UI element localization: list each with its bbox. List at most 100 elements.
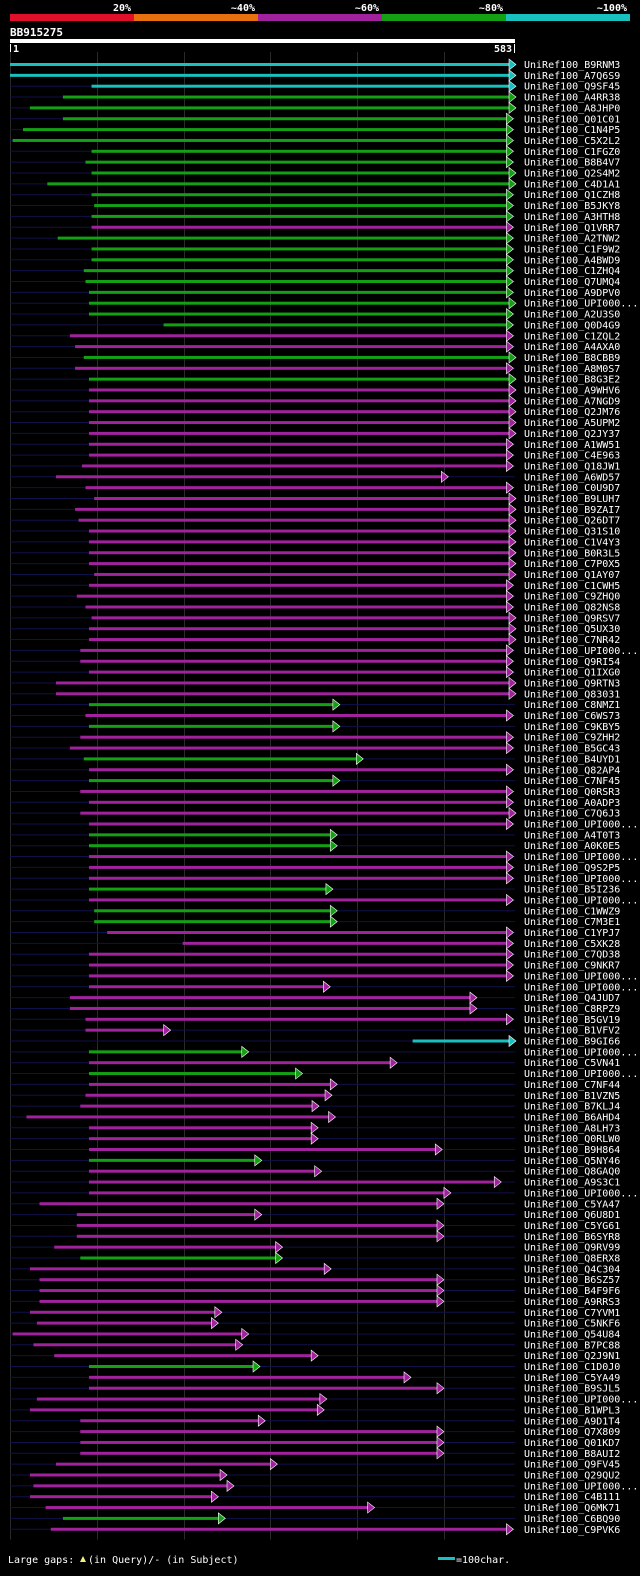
hit-bar[interactable] <box>82 464 509 468</box>
hit-row[interactable]: UniRef100_Q82NS8 <box>10 600 620 614</box>
hit-label[interactable]: UniRef100_Q82NS8 <box>524 603 620 614</box>
hit-row[interactable]: UniRef100_A1WW51 <box>10 438 620 451</box>
hit-bar[interactable] <box>76 1234 439 1238</box>
hit-row[interactable]: UniRef100_C8NMZ1 <box>10 698 620 711</box>
hit-label[interactable]: UniRef100_B6SZ57 <box>524 1275 620 1286</box>
hit-label[interactable]: UniRef100_C7YVM1 <box>524 1308 620 1319</box>
hit-bar[interactable] <box>62 1516 221 1520</box>
hit-row[interactable]: UniRef100_C7QD38 <box>10 948 620 961</box>
hit-row[interactable]: UniRef100_Q4JUD7 <box>10 991 620 1004</box>
hit-bar[interactable] <box>85 605 509 609</box>
hit-row[interactable]: UniRef100_A4AXA0 <box>10 340 620 353</box>
hit-row[interactable]: UniRef100_UPI000... <box>10 1392 638 1406</box>
hit-bar[interactable] <box>88 855 509 859</box>
hit-row[interactable]: UniRef100_B8CBB9 <box>10 351 620 364</box>
hit-label[interactable]: UniRef100_A2TNW2 <box>524 234 620 245</box>
hit-bar[interactable] <box>36 1321 214 1325</box>
hit-bar[interactable] <box>80 1256 278 1260</box>
hit-label[interactable]: UniRef100_C7QD38 <box>524 950 620 961</box>
hit-label[interactable]: UniRef100_B5GV19 <box>524 1015 620 1026</box>
hit-label[interactable]: UniRef100_C1YPJ7 <box>524 928 620 939</box>
hit-bar[interactable] <box>85 1017 509 1021</box>
hit-bar[interactable] <box>88 768 509 772</box>
hit-row[interactable]: UniRef100_UPI000... <box>10 1186 638 1199</box>
hit-row[interactable]: UniRef100_UPI000... <box>10 1479 638 1492</box>
hit-bar[interactable] <box>36 1397 322 1401</box>
hit-label[interactable]: UniRef100_C7NR42 <box>524 635 620 646</box>
hit-bar[interactable] <box>80 1451 439 1455</box>
hit-row[interactable]: UniRef100_C5YG61 <box>10 1219 620 1232</box>
hit-bar[interactable] <box>88 865 509 869</box>
hit-row[interactable]: UniRef100_B9SJL5 <box>10 1382 620 1395</box>
hit-row[interactable]: UniRef100_Q01C01 <box>10 112 620 125</box>
hit-row[interactable]: UniRef100_B6SYR8 <box>10 1230 620 1243</box>
hit-label[interactable]: UniRef100_Q0RLW0 <box>524 1134 620 1145</box>
hit-bar[interactable] <box>88 301 511 305</box>
hit-row[interactable]: UniRef100_Q8ERX8 <box>10 1251 620 1265</box>
hit-label[interactable]: UniRef100_Q2S4M2 <box>524 169 620 180</box>
hit-row[interactable]: UniRef100_Q82AP4 <box>10 763 620 776</box>
hit-row[interactable]: UniRef100_B9RNM3 <box>10 58 620 71</box>
hit-label[interactable]: UniRef100_A6WD57 <box>524 472 620 483</box>
hit-label[interactable]: UniRef100_A9WHV6 <box>524 386 620 397</box>
hit-bar[interactable] <box>85 1028 166 1032</box>
hit-bar[interactable] <box>88 1365 256 1368</box>
hit-bar[interactable] <box>88 887 328 891</box>
hit-row[interactable]: UniRef100_B1WPL3 <box>10 1403 620 1416</box>
hit-row[interactable]: UniRef100_A4BWD9 <box>10 253 620 266</box>
hit-row[interactable]: UniRef100_C9NKR7 <box>10 958 620 972</box>
hit-row[interactable]: UniRef100_Q01KD7 <box>10 1436 620 1449</box>
hit-row[interactable]: UniRef100_B9H864 <box>10 1143 620 1156</box>
hit-bar[interactable] <box>80 811 511 815</box>
hit-row[interactable]: UniRef100_Q9S2P5 <box>10 861 620 874</box>
hit-label[interactable]: UniRef100_Q31S10 <box>524 527 620 538</box>
hit-label[interactable]: UniRef100_C5VN41 <box>524 1058 620 1069</box>
hit-label[interactable]: UniRef100_C5YG61 <box>524 1221 620 1232</box>
hit-row[interactable]: UniRef100_C7Q6J3 <box>10 807 620 820</box>
hit-bar[interactable] <box>88 1180 497 1184</box>
hit-row[interactable]: UniRef100_B5JKY8 <box>10 199 620 212</box>
hit-label[interactable]: UniRef100_C5YA49 <box>524 1373 620 1384</box>
hit-label[interactable]: UniRef100_Q2J9N1 <box>524 1351 620 1362</box>
hit-label[interactable]: UniRef100_Q9SF45 <box>524 82 620 93</box>
hit-label[interactable]: UniRef100_A9RRS3 <box>524 1297 620 1308</box>
hit-bar[interactable] <box>94 909 333 913</box>
hit-row[interactable]: UniRef100_UPI000... <box>10 1045 638 1058</box>
hit-bar[interactable] <box>69 334 509 338</box>
hit-row[interactable]: UniRef100_C9PVK6 <box>10 1523 620 1536</box>
hit-row[interactable]: UniRef100_B9ZAI7 <box>10 503 620 516</box>
hit-bar[interactable] <box>12 1332 244 1336</box>
hit-bar[interactable] <box>80 1104 315 1108</box>
hit-bar[interactable] <box>88 1191 446 1195</box>
hit-row[interactable]: UniRef100_Q1AY07 <box>10 568 620 581</box>
hit-bar[interactable] <box>47 182 511 186</box>
hit-bar[interactable] <box>88 388 511 392</box>
hit-row[interactable]: UniRef100_C5YA49 <box>10 1371 620 1384</box>
hit-label[interactable]: UniRef100_Q4JUD7 <box>524 993 620 1004</box>
hit-label[interactable]: UniRef100_B1VZN5 <box>524 1091 620 1102</box>
hit-label[interactable]: UniRef100_C4E963 <box>524 451 620 462</box>
hit-row[interactable]: UniRef100_C8RPZ9 <box>10 1002 620 1015</box>
hit-row[interactable]: UniRef100_C6BQ90 <box>10 1512 620 1525</box>
hit-row[interactable]: UniRef100_Q29QU2 <box>10 1468 620 1482</box>
hit-label[interactable]: UniRef100_B7KLJ4 <box>524 1102 620 1113</box>
hit-bar[interactable] <box>62 117 509 121</box>
hit-row[interactable]: UniRef100_C5YA47 <box>10 1197 620 1210</box>
hit-row[interactable]: UniRef100_C9KBY5 <box>10 720 620 733</box>
hit-label[interactable]: UniRef100_C8RPZ9 <box>524 1004 620 1015</box>
hit-bar[interactable] <box>88 1082 333 1086</box>
hit-row[interactable]: UniRef100_C1F9W2 <box>10 242 620 255</box>
hit-bar[interactable] <box>88 703 335 707</box>
hit-label[interactable]: UniRef100_Q4C304 <box>524 1264 620 1275</box>
hit-bar[interactable] <box>88 377 511 381</box>
hit-label[interactable]: UniRef100_Q6MK71 <box>524 1503 620 1514</box>
hit-bar[interactable] <box>88 1169 317 1173</box>
hit-label[interactable]: UniRef100_C1V4Y3 <box>524 537 620 548</box>
hit-bar[interactable] <box>88 410 511 414</box>
hit-bar[interactable] <box>88 1375 407 1379</box>
hit-label[interactable]: UniRef100_A8M0S7 <box>524 364 620 375</box>
hit-bar[interactable] <box>55 692 511 696</box>
hit-bar[interactable] <box>50 1527 509 1531</box>
hit-row[interactable]: UniRef100_Q5NY46 <box>10 1154 620 1167</box>
hit-label[interactable]: UniRef100_A5UPM2 <box>524 418 620 429</box>
